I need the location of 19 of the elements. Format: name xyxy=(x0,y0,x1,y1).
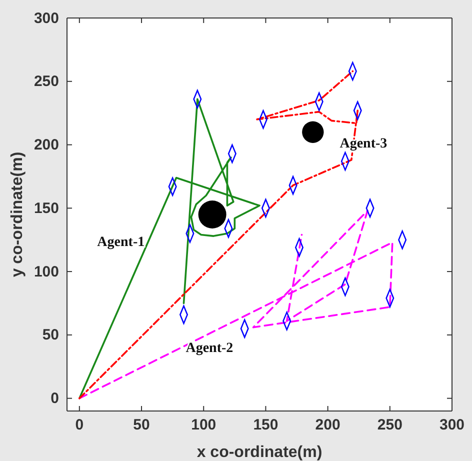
annotation: Agent-2 xyxy=(186,341,234,356)
x-tick-label: 0 xyxy=(75,416,84,434)
x-tick-label: 200 xyxy=(315,416,340,434)
y-tick-label: 250 xyxy=(34,73,59,90)
y-axis-title: y co-ordinate(m) xyxy=(9,152,26,278)
annotation: Agent-1 xyxy=(97,234,145,250)
y-tick-label: 200 xyxy=(34,136,59,154)
x-axis-title: x co-ordinate(m) xyxy=(196,444,322,461)
x-tick-label: 50 xyxy=(133,416,150,434)
y-tick-label: 150 xyxy=(34,200,59,217)
y-tick-label: 0 xyxy=(50,390,59,408)
y-tick-label: 100 xyxy=(34,263,59,280)
y-tick-label: 300 xyxy=(34,10,59,27)
y-tick-label: 50 xyxy=(42,326,59,344)
x-tick-label: 300 xyxy=(439,416,465,434)
x-tick-label: 250 xyxy=(377,416,402,434)
x-tick-label: 150 xyxy=(253,416,278,434)
x-tick-label: 100 xyxy=(191,416,216,434)
annotation: Agent-3 xyxy=(340,136,388,152)
